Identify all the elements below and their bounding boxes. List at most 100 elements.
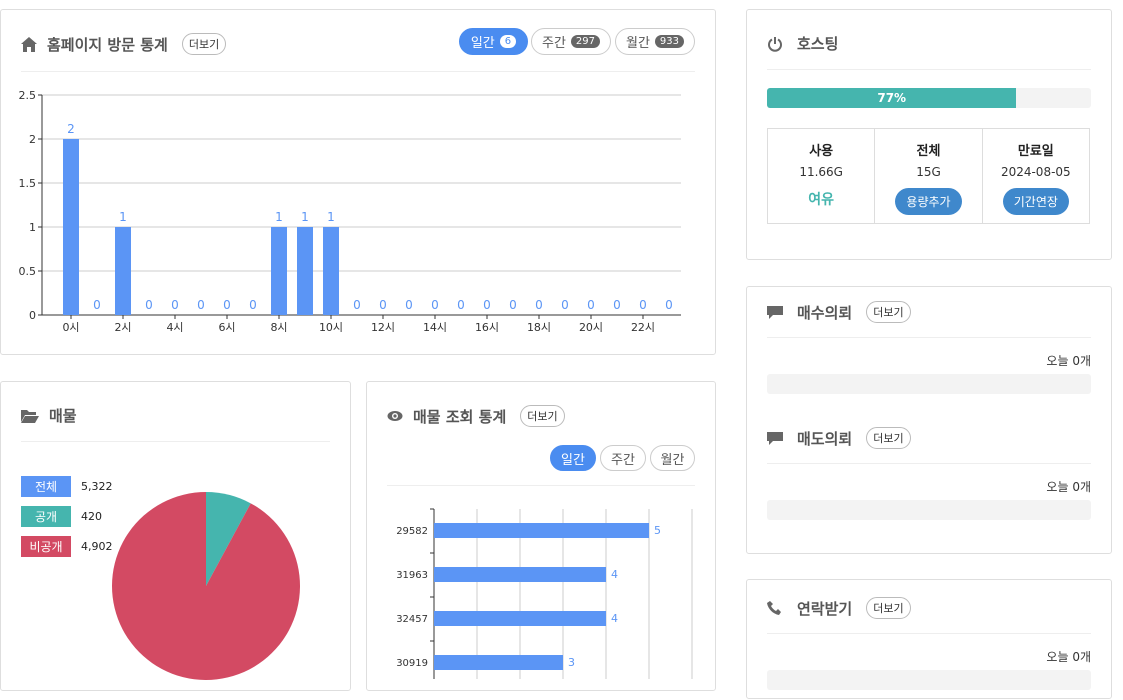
extend-period-button[interactable]: 기간연장 xyxy=(1002,188,1069,215)
data-label: 1 xyxy=(119,210,127,224)
data-label: 1 xyxy=(301,210,309,224)
inquiry-list-empty xyxy=(767,670,1091,690)
pie-slice xyxy=(112,492,301,680)
data-label: 0 xyxy=(223,298,231,312)
legend-item: 공개 xyxy=(21,506,71,527)
data-label: 0 xyxy=(197,298,205,312)
divider xyxy=(387,485,695,486)
inquiry-title: 매수의뢰 더보기 xyxy=(767,301,911,323)
y-tick-label: 2 xyxy=(29,133,36,146)
storage-progress-bar: 77% xyxy=(767,88,1091,108)
legend-value: 420 xyxy=(81,510,102,523)
listings-title: 매물 xyxy=(21,405,77,426)
legend-value: 5,322 xyxy=(81,480,113,493)
divider xyxy=(767,69,1091,70)
data-label: 0 xyxy=(249,298,257,312)
x-tick-label: 2시 xyxy=(114,321,131,334)
tab-monthly[interactable]: 월간 933 xyxy=(615,28,695,55)
data-label: 0 xyxy=(561,298,569,312)
data-label: 2 xyxy=(67,122,75,136)
data-label: 0 xyxy=(379,298,387,312)
status-text: 여유 xyxy=(808,192,835,208)
tab-weekly[interactable]: 주간 297 xyxy=(531,28,611,55)
x-tick-label: 8시 xyxy=(270,321,287,334)
visits-title: 홈페이지 방문 통계 더보기 xyxy=(21,33,227,55)
views-title: 매물 조회 통계 더보기 xyxy=(387,405,565,427)
tab-daily[interactable]: 일간 xyxy=(550,445,596,471)
used-column: 사용 11.66G 여유 xyxy=(768,129,876,223)
inquiry-list-empty xyxy=(767,500,1091,520)
data-label: 0 xyxy=(171,298,179,312)
hosting-title: 호스팅 xyxy=(767,33,838,54)
y-tick-label: 1 xyxy=(29,221,36,234)
legend-value: 4,902 xyxy=(81,540,113,553)
x-tick-label: 6시 xyxy=(218,321,235,334)
data-label: 0 xyxy=(353,298,361,312)
today-count: 오늘 0개 xyxy=(1046,650,1091,664)
listings-pie-chart xyxy=(112,492,301,680)
more-button[interactable]: 더보기 xyxy=(181,33,227,55)
more-button[interactable]: 더보기 xyxy=(866,597,911,619)
add-capacity-button[interactable]: 용량추가 xyxy=(895,188,962,215)
x-tick-label: 0시 xyxy=(62,321,79,334)
progress-fill: 77% xyxy=(767,88,1017,108)
more-button[interactable]: 더보기 xyxy=(520,405,565,427)
tab-daily[interactable]: 일간 6 xyxy=(459,28,528,55)
data-label: 4 xyxy=(611,612,618,625)
data-label: 5 xyxy=(654,524,661,537)
x-tick-label: 4시 xyxy=(166,321,183,334)
bar xyxy=(434,523,649,538)
divider xyxy=(21,441,330,442)
bar xyxy=(323,227,339,315)
count-badge: 6 xyxy=(499,35,517,48)
tab-weekly[interactable]: 주간 xyxy=(600,445,646,471)
x-tick-label: 18시 xyxy=(527,321,551,334)
comment-icon xyxy=(767,431,783,445)
y-tick-label: 29582 xyxy=(396,526,428,537)
data-label: 0 xyxy=(405,298,413,312)
count-badge: 933 xyxy=(654,35,684,48)
x-tick-label: 22시 xyxy=(631,321,655,334)
y-tick-label: 31963 xyxy=(396,570,428,581)
data-label: 3 xyxy=(568,656,575,669)
listing-views-chart: 5 29582 4 31963 4 32457 3 30919 xyxy=(396,508,693,679)
y-tick-label: 1.5 xyxy=(19,177,37,190)
x-tick-label: 14시 xyxy=(423,321,447,334)
more-button[interactable]: 더보기 xyxy=(866,427,911,449)
data-label: 0 xyxy=(457,298,465,312)
legend-item: 비공개 xyxy=(21,536,71,557)
divider xyxy=(767,337,1091,338)
bar xyxy=(297,227,313,315)
hosting-card xyxy=(746,9,1112,260)
x-tick-label: 16시 xyxy=(475,321,499,334)
more-button[interactable]: 더보기 xyxy=(866,301,911,323)
pie-slice xyxy=(206,492,251,586)
tab-monthly[interactable]: 월간 xyxy=(650,445,695,471)
data-label: 0 xyxy=(509,298,517,312)
bar xyxy=(271,227,287,315)
bar xyxy=(63,139,79,315)
total-column: 전체 15G 용량추가 xyxy=(875,129,983,223)
data-label: 0 xyxy=(93,298,101,312)
today-count: 오늘 0개 xyxy=(1046,354,1091,368)
home-icon xyxy=(21,36,37,52)
data-label: 0 xyxy=(431,298,439,312)
x-tick-label: 20시 xyxy=(579,321,603,334)
bar xyxy=(434,611,606,626)
divider xyxy=(767,463,1091,464)
data-label: 1 xyxy=(275,210,283,224)
today-count: 오늘 0개 xyxy=(1046,480,1091,494)
data-label: 0 xyxy=(587,298,595,312)
y-tick-label: 0 xyxy=(29,309,36,322)
x-tick-label: 10시 xyxy=(319,321,343,334)
count-badge: 297 xyxy=(570,35,600,48)
data-label: 0 xyxy=(483,298,491,312)
bar xyxy=(434,567,606,582)
comment-icon xyxy=(767,305,783,319)
power-icon xyxy=(768,36,782,52)
data-label: 0 xyxy=(145,298,153,312)
y-tick-label: 2.5 xyxy=(19,89,37,102)
inquiry-title: 매도의뢰 더보기 xyxy=(767,427,911,449)
y-tick-label: 32457 xyxy=(396,614,428,625)
